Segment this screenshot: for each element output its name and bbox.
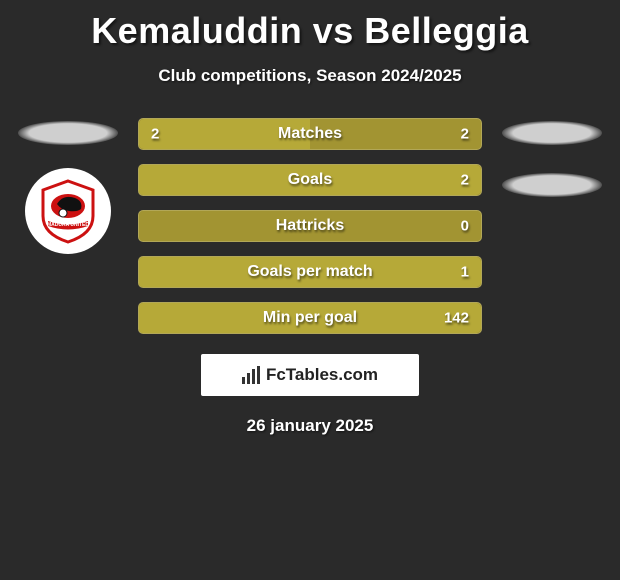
page-date: 26 january 2025 bbox=[0, 416, 620, 436]
player-right-shadow-2 bbox=[502, 173, 602, 197]
page-subtitle: Club competitions, Season 2024/2025 bbox=[0, 66, 620, 86]
bar-label: Hattricks bbox=[276, 217, 344, 235]
bar-label: Min per goal bbox=[263, 309, 357, 327]
bar-chart-icon bbox=[242, 366, 260, 384]
player-left-badge: MADURA UNITED bbox=[25, 168, 111, 254]
player-left-shadow bbox=[18, 121, 118, 145]
comparison-content: MADURA UNITED 2 Matches 2 Goals 2 Hattricks 0 G… bbox=[0, 118, 620, 334]
page-title: Kemaluddin vs Belleggia bbox=[0, 0, 620, 52]
player-right-shadow-1 bbox=[502, 121, 602, 145]
footer-brand-text: FcTables.com bbox=[266, 365, 378, 385]
bar-right-value: 0 bbox=[461, 218, 469, 235]
footer-brand-badge[interactable]: FcTables.com bbox=[201, 354, 419, 396]
stat-bar: 2 Matches 2 bbox=[138, 118, 482, 150]
bar-label: Goals per match bbox=[247, 263, 372, 281]
bar-right-value: 2 bbox=[461, 172, 469, 189]
bar-right-value: 142 bbox=[444, 310, 469, 327]
bar-right-value: 1 bbox=[461, 264, 469, 281]
stat-bars: 2 Matches 2 Goals 2 Hattricks 0 Goals per match… bbox=[138, 118, 482, 334]
player-left-col: MADURA UNITED bbox=[18, 118, 118, 254]
stat-bar: Hattricks 0 bbox=[138, 210, 482, 242]
club-crest-left-icon: MADURA UNITED bbox=[33, 176, 103, 246]
player-right-col bbox=[502, 118, 602, 197]
stat-bar: Goals per match 1 bbox=[138, 256, 482, 288]
svg-text:MADURA UNITED: MADURA UNITED bbox=[47, 222, 89, 228]
bar-label: Matches bbox=[278, 125, 342, 143]
bar-left-value: 2 bbox=[151, 126, 159, 143]
bar-right-value: 2 bbox=[461, 126, 469, 143]
stat-bar: Min per goal 142 bbox=[138, 302, 482, 334]
bar-label: Goals bbox=[288, 171, 332, 189]
stat-bar: Goals 2 bbox=[138, 164, 482, 196]
